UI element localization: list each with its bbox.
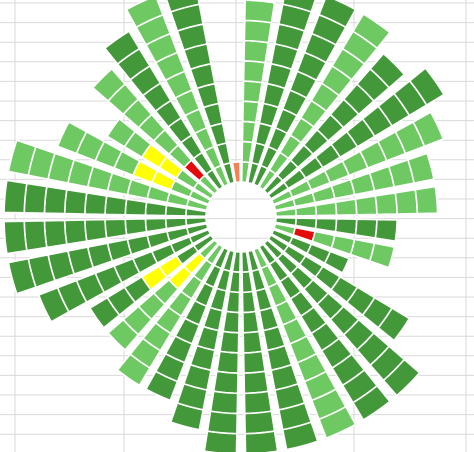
chart-cell-sector-9-ring-2 bbox=[314, 217, 338, 233]
chart-cell-sector-8-ring-6 bbox=[394, 188, 419, 215]
chart-cell-sector-17-ring-6 bbox=[243, 370, 270, 395]
chart-cell-sector-31-ring-7 bbox=[92, 68, 126, 102]
chart-cell-sector-28-ring-9 bbox=[7, 139, 37, 177]
chart-cell-sector-9-ring-1 bbox=[294, 217, 318, 230]
chart-cell-sector-7-ring-7 bbox=[407, 152, 435, 184]
chart-cell-sector-0-ring-2 bbox=[241, 120, 257, 144]
chart-cell-sector-26-ring-6 bbox=[63, 219, 88, 246]
chart-cell-sector-6-ring-8 bbox=[412, 111, 445, 148]
chart-cell-sector-23-ring-6 bbox=[89, 296, 121, 329]
chart-cell-sector-27-ring-5 bbox=[84, 192, 108, 216]
chart-cell-sector-1-ring-9 bbox=[281, 0, 317, 13]
chart-cell-sector-34-ring-9 bbox=[165, 0, 201, 13]
chart-cell-sector-17-ring-8 bbox=[243, 410, 276, 435]
chart-cell-sector-27-ring-1 bbox=[164, 204, 188, 217]
chart-cell-sector-17-ring-9 bbox=[244, 430, 279, 452]
chart-cell-sector-14-ring-9 bbox=[352, 384, 391, 421]
chart-cell-sector-24-ring-8 bbox=[37, 286, 70, 323]
chart-cell-sector-15-ring-9 bbox=[318, 406, 357, 439]
chart-cell-sector-12-ring-7 bbox=[377, 307, 411, 342]
chart-cell-sector-22-ring-6 bbox=[107, 318, 140, 351]
chart-cell-sector-26-ring-4 bbox=[104, 218, 128, 239]
chart-cell-sector-2-ring-9 bbox=[318, 0, 357, 28]
chart-cell-sector-8-ring-7 bbox=[414, 185, 439, 215]
chart-cell-sector-0-ring-7 bbox=[243, 19, 273, 44]
chart-cell-sector-17-ring-5 bbox=[242, 350, 266, 374]
chart-cell-sector-17-ring-7 bbox=[243, 390, 273, 415]
chart-cell-sector-33-ring-9 bbox=[125, 0, 164, 28]
chart-cell-sector-18-ring-2 bbox=[225, 290, 241, 314]
chart-cell-sector-0-ring-8 bbox=[243, 0, 276, 24]
chart-cell-sector-25-ring-9 bbox=[7, 257, 37, 295]
chart-cell-sector-9-ring-5 bbox=[374, 218, 398, 242]
chart-cell-sector-32-ring-8 bbox=[104, 30, 141, 65]
chart-cell-sector-8-ring-2 bbox=[314, 201, 338, 217]
chart-cell-sector-27-ring-3 bbox=[124, 198, 148, 216]
chart-cell-sector-26-ring-7 bbox=[43, 219, 68, 249]
chart-cell-sector-0-ring-1 bbox=[241, 140, 254, 164]
chart-cell-sector-19-ring-8 bbox=[169, 402, 204, 431]
chart-cell-sector-0-ring-4 bbox=[242, 80, 263, 104]
chart-cell-sector-0-ring-5 bbox=[242, 60, 266, 84]
chart-cell-sector-35-ring-0 bbox=[231, 161, 242, 184]
chart-cell-sector-29-ring-7 bbox=[56, 121, 88, 155]
chart-cell-sector-16-ring-9 bbox=[281, 421, 319, 451]
chart-cell-sector-4-ring-8 bbox=[369, 52, 406, 89]
chart-cell-sector-8-ring-3 bbox=[334, 198, 358, 216]
chart-cell-sector-8-ring-1 bbox=[294, 204, 318, 217]
chart-cell-sector-17-ring-4 bbox=[242, 330, 263, 354]
chart-cell-sector-20-ring-7 bbox=[145, 370, 179, 402]
chart-cell-sector-11-ring-3 bbox=[323, 250, 350, 274]
chart-cell-sector-18-ring-4 bbox=[219, 330, 240, 354]
chart-cell-sector-30-ring-5 bbox=[106, 118, 136, 148]
chart-cell-sector-26-ring-1 bbox=[164, 217, 188, 230]
chart-cell-sector-17-ring-2 bbox=[241, 290, 257, 314]
chart-cell-sector-5-ring-9 bbox=[408, 67, 445, 106]
chart-cell-sector-9-ring-4 bbox=[354, 218, 378, 239]
chart-cell-sector-18-ring-3 bbox=[222, 310, 240, 334]
chart-cell-sector-8-ring-5 bbox=[374, 192, 398, 216]
chart-cell-sector-8-ring-4 bbox=[354, 195, 378, 216]
chart-cell-sector-0-ring-3 bbox=[242, 100, 260, 124]
chart-cell-sector-27-ring-9 bbox=[3, 179, 28, 214]
chart-cell-sector-27-ring-8 bbox=[23, 182, 48, 215]
chart-cell-sector-0-ring-6 bbox=[243, 39, 270, 64]
chart-cell-sector-26-ring-8 bbox=[23, 219, 48, 252]
chart-cell-sector-18-ring-6 bbox=[212, 370, 239, 395]
chart-cell-sector-17-ring-1 bbox=[241, 270, 254, 294]
chart-cell-sector-27-ring-2 bbox=[144, 201, 168, 217]
chart-cell-sector-13-ring-9 bbox=[382, 358, 421, 397]
chart-cell-sector-21-ring-7 bbox=[116, 353, 151, 387]
chart-cell-sector-26-ring-3 bbox=[124, 218, 148, 236]
chart-cell-sector-17-ring-3 bbox=[242, 310, 260, 334]
chart-cell-sector-18-ring-8 bbox=[206, 410, 239, 435]
chart-cell-sector-27-ring-6 bbox=[63, 188, 88, 215]
chart-cell-sector-18-ring-5 bbox=[216, 350, 240, 374]
chart-cell-sector-26-ring-2 bbox=[144, 217, 168, 233]
chart-cell-sector-27-ring-7 bbox=[43, 185, 68, 215]
chart-cell-sector-18-ring-1 bbox=[228, 270, 241, 294]
chart-cell-sector-26-ring-5 bbox=[84, 218, 108, 242]
chart-cell-sector-3-ring-9 bbox=[352, 13, 391, 50]
chart-cell-sector-10-ring-5 bbox=[368, 242, 396, 269]
chart-cell-sector-27-ring-4 bbox=[104, 195, 128, 216]
chart-cell-sector-9-ring-3 bbox=[334, 218, 358, 236]
chart-cell-sector-26-ring-9 bbox=[3, 220, 28, 255]
chart-cell-sector-18-ring-9 bbox=[203, 430, 238, 452]
chart-cell-sector-18-ring-7 bbox=[209, 390, 239, 415]
